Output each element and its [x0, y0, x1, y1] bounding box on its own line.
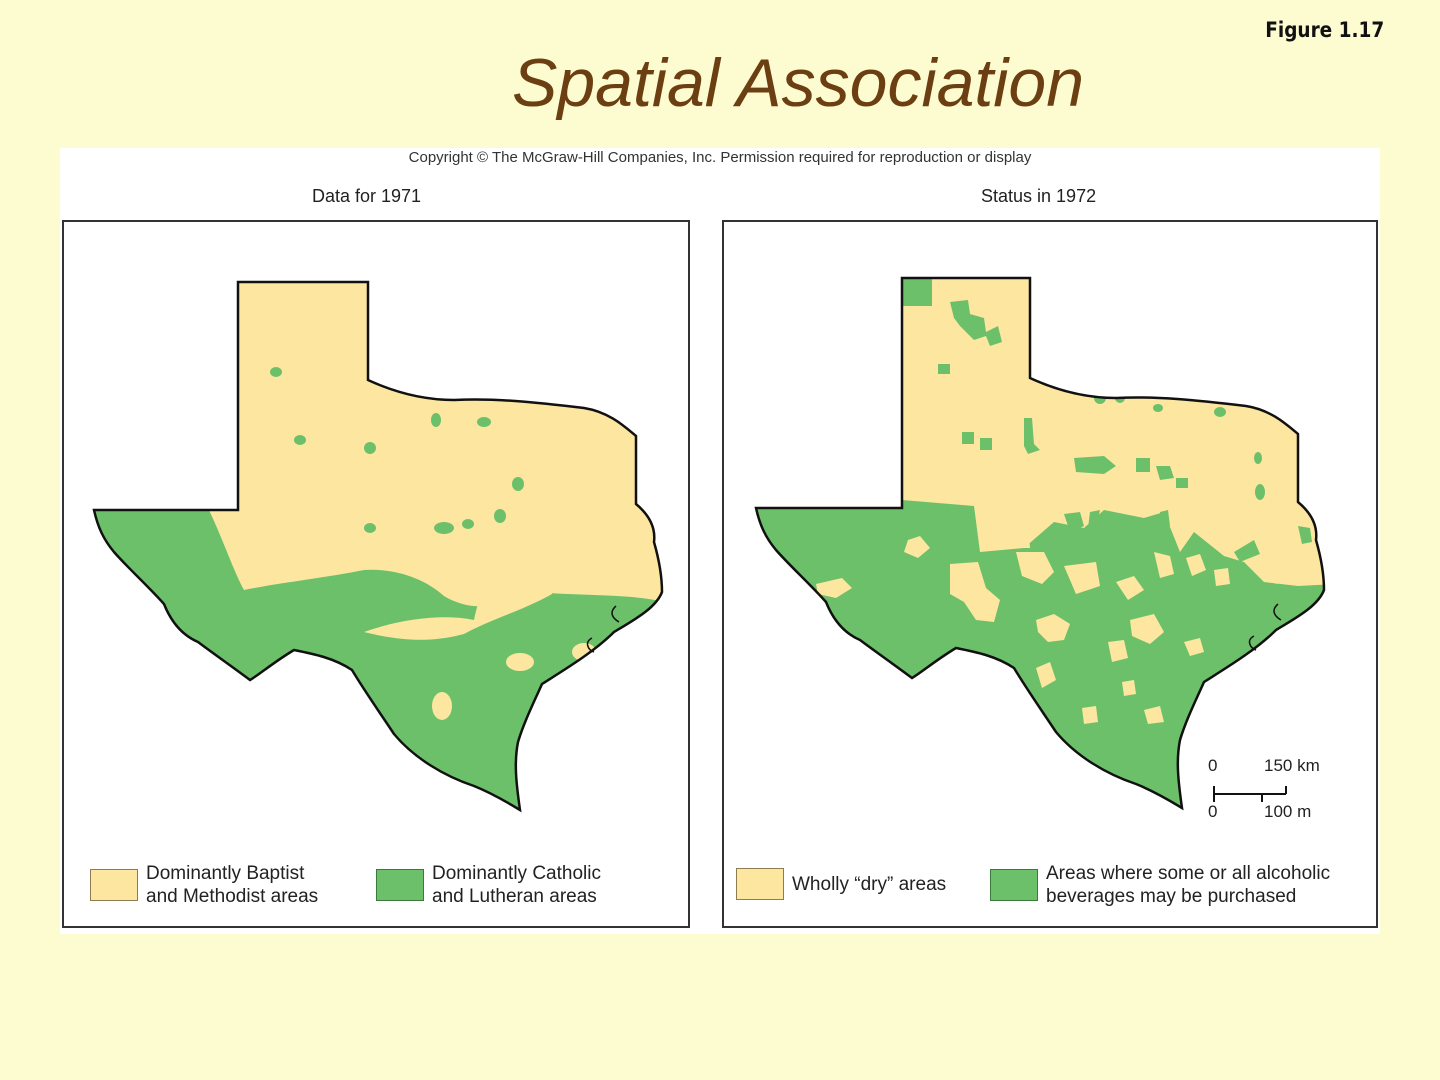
- legend-label-line1: Wholly “dry” areas: [792, 873, 947, 895]
- left-map-subtitle: Data for 1971: [312, 186, 422, 206]
- legend-label-line2: and Methodist areas: [146, 886, 319, 907]
- page-title: Spatial Association: [512, 45, 1085, 121]
- left-map-frame: Dominantly Baptist and Methodist areas D…: [62, 220, 690, 928]
- scale-bottom-zero: 0: [1208, 802, 1218, 821]
- figure-panel: Copyright © The McGraw-Hill Companies, I…: [60, 148, 1380, 934]
- wet-region: [756, 500, 1324, 808]
- baptist-tongue-region: [364, 555, 553, 640]
- scale-bar: [1213, 786, 1287, 802]
- right-map-subtitle: Status in 1972: [981, 186, 1097, 206]
- legend-label-line2: and Lutheran areas: [432, 886, 597, 907]
- legend-dry-areas: Wholly “dry” areas: [736, 868, 946, 900]
- legend-label-line1: Dominantly Baptist: [146, 863, 305, 884]
- scale-top-value: 150 km: [1264, 756, 1320, 775]
- left-texas-map: [92, 280, 664, 812]
- copyright-notice: Copyright © The McGraw-Hill Companies, I…: [408, 149, 1032, 166]
- figure-label: Figure 1.17: [1264, 18, 1384, 42]
- legend-catholic-lutheran: Dominantly Catholic and Lutheran areas: [376, 862, 601, 908]
- legend-label-line1: Areas where some or all alcoholic: [1046, 863, 1331, 884]
- legend-baptist-methodist: Dominantly Baptist and Methodist areas: [90, 862, 318, 908]
- legend-label-line1: Dominantly Catholic: [432, 863, 601, 884]
- scale-top-zero: 0: [1208, 756, 1218, 775]
- legend-swatch-tan: [736, 868, 784, 900]
- legend-wet-areas: Areas where some or all alcoholic bevera…: [990, 862, 1330, 908]
- right-map-frame: 0 150 km 0 100 m Wholly “dry” areas Area…: [722, 220, 1378, 928]
- right-texas-map: [754, 276, 1326, 810]
- scale-bottom-value: 100 m: [1264, 802, 1312, 821]
- legend-swatch-green: [990, 869, 1038, 901]
- legend-label-line2: beverages may be purchased: [1046, 886, 1297, 907]
- legend-swatch-tan: [90, 869, 138, 901]
- legend-swatch-green: [376, 869, 424, 901]
